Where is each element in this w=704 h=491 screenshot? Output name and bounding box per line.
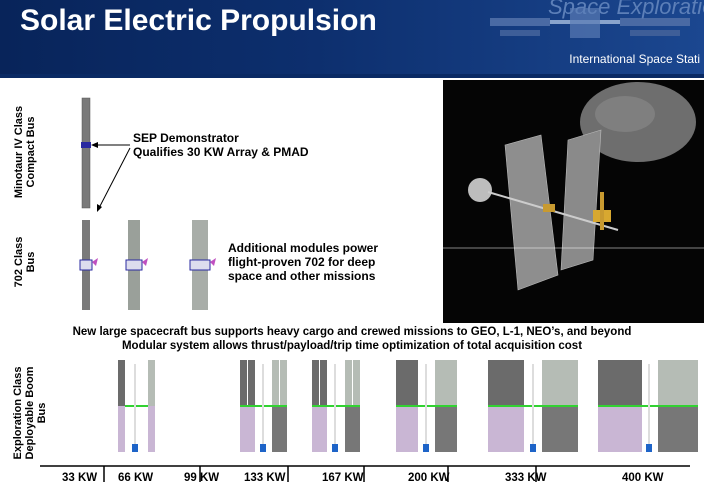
header-banner: Space Exploratio Solar Electric Propulsi… <box>0 0 704 74</box>
page-title: Solar Electric Propulsion <box>20 4 377 37</box>
config-200kw <box>396 360 457 452</box>
sep-note-line-2: Qualifies 30 KW Array & PMAD <box>133 145 309 159</box>
bus702-label: 702 Class Bus <box>13 232 37 292</box>
config-167kw <box>312 360 360 452</box>
compact-bus-diagram <box>79 97 216 310</box>
bus702-label-text: 702 Class Bus <box>13 236 37 288</box>
space-station-icon <box>490 8 690 38</box>
exploration-configurations <box>118 360 698 452</box>
sep-demonstrator-note: SEP Demonstrator Qualifies 30 KW Array &… <box>133 131 309 159</box>
modules-note-line-2: flight-proven 702 for deep <box>228 255 376 269</box>
header-divider <box>0 74 704 78</box>
kw-99: 99 KW <box>184 472 220 484</box>
large-bus-note: New large spacecraft bus supports heavy … <box>72 326 632 338</box>
minotaur-class-label: Minotaur IV Class Compact Bus <box>13 97 37 207</box>
kw-333: 333 KW <box>505 472 547 484</box>
exploration-class-label-text: Exploration Class Deployable Boom Bus <box>12 366 48 460</box>
kw-133: 133 KW <box>244 472 286 484</box>
kw-200: 200 KW <box>408 472 450 484</box>
kw-33: 33 KW <box>62 472 98 484</box>
modular-system-note: Modular system allows thrust/payload/tri… <box>121 340 583 352</box>
power-axis-line <box>40 465 690 482</box>
config-333kw <box>488 360 578 452</box>
modules-note-line-3: space and other missions <box>228 269 376 283</box>
power-axis: 33 KW 66 KW 99 KW 133 KW 167 KW 200 KW 3… <box>0 462 704 491</box>
kw-400: 400 KW <box>622 472 664 484</box>
kw-167: 167 KW <box>322 472 364 484</box>
spacecraft-photo <box>443 80 704 323</box>
kw-66: 66 KW <box>118 472 154 484</box>
header-ghost-text: Space Exploratio <box>548 0 704 19</box>
header-caption: International Space Stati <box>569 52 700 66</box>
sep-note-line-1: SEP Demonstrator <box>133 131 239 145</box>
exploration-class-label: Exploration Class Deployable Boom Bus <box>12 363 48 463</box>
config-133kw <box>240 360 287 452</box>
additional-modules-note: Additional modules power flight-proven 7… <box>228 241 378 283</box>
config-66kw <box>118 360 155 452</box>
minotaur-class-label-text: Minotaur IV Class Compact Bus <box>13 105 37 199</box>
config-400kw <box>598 360 698 452</box>
sep-spacecraft-illustration <box>443 80 704 323</box>
modules-note-line-1: Additional modules power <box>228 241 379 255</box>
